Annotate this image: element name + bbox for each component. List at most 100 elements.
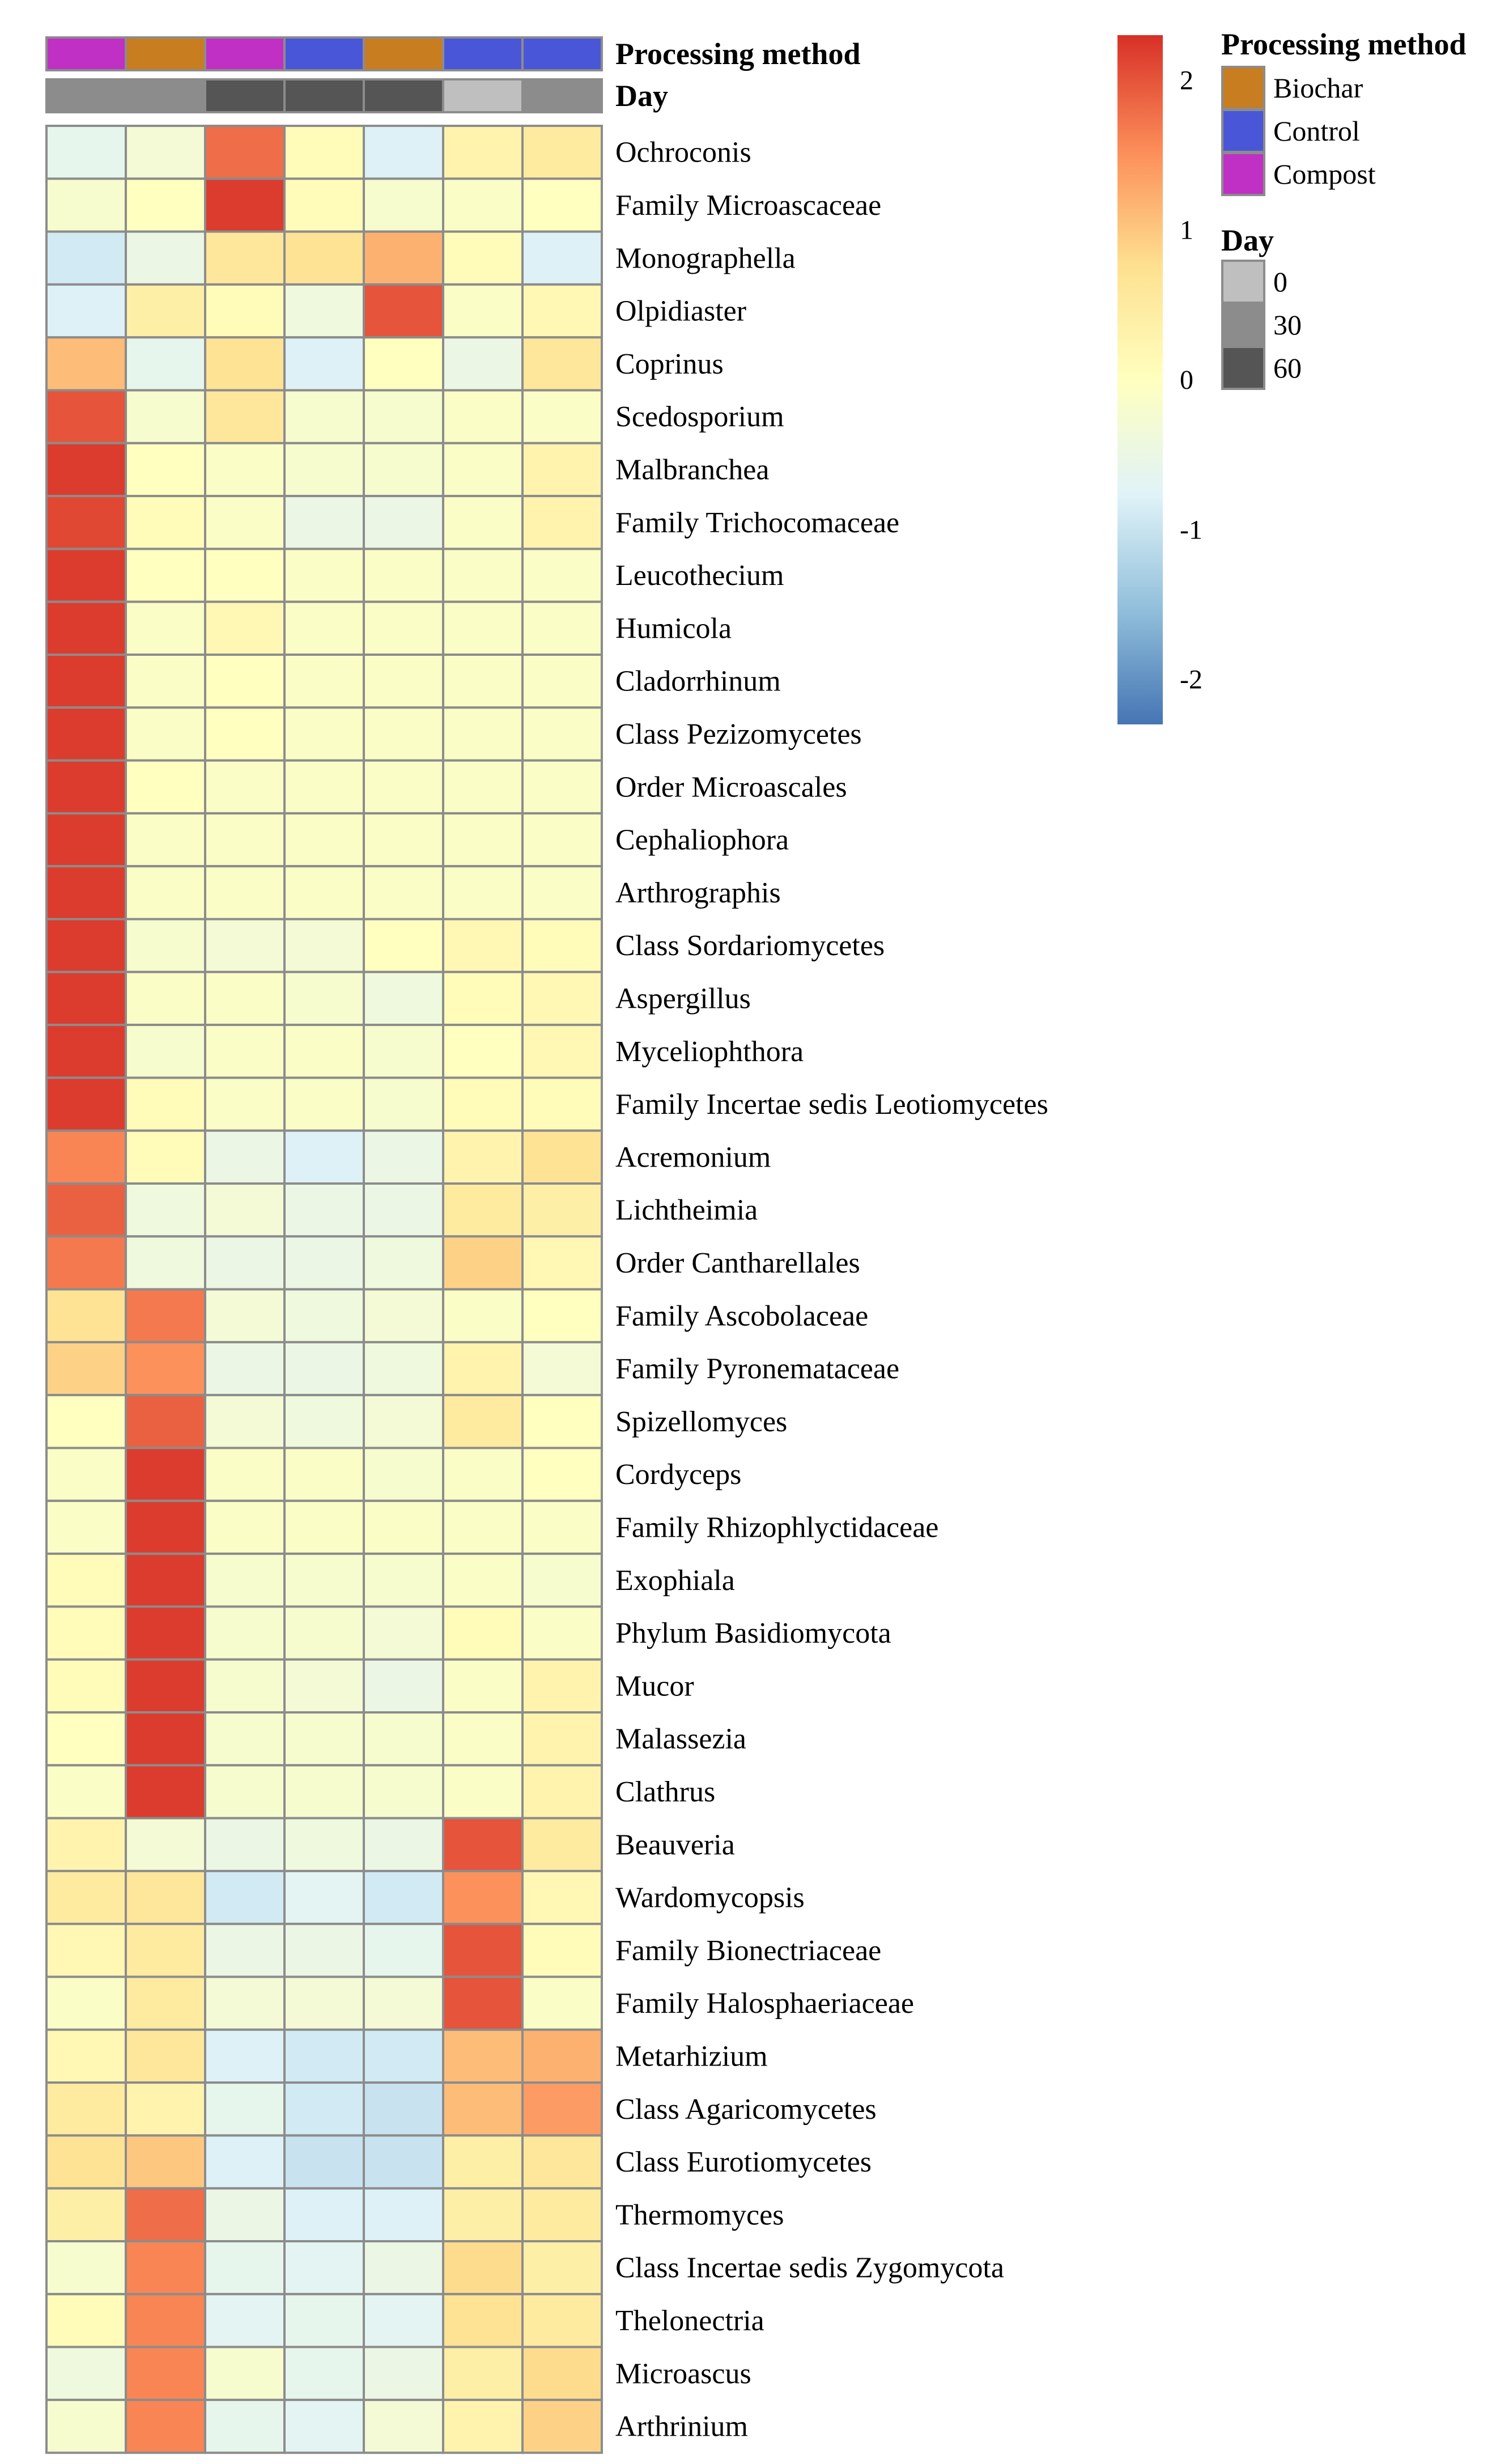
heatmap-cell [45,548,127,603]
heatmap-cell [283,1711,365,1767]
heatmap-cell [363,1499,444,1555]
heatmap-cell [521,1553,603,1608]
heatmap-cell [363,442,444,498]
heatmap-cell [283,1288,365,1343]
heatmap-cell [125,2346,206,2401]
heatmap-cell [204,600,286,656]
heatmap-cell [442,706,524,762]
heatmap-cell [283,1605,365,1661]
heatmap-cell [442,1341,524,1397]
heatmap-cell [283,1129,365,1185]
heatmap-cell [204,389,286,444]
heatmap-cell [204,1975,286,2031]
heatmap-cell [125,1553,206,1608]
day-legend-label: 30 [1273,309,1302,341]
heatmap-cell [442,600,524,656]
heatmap-cell [442,125,524,180]
heatmap-cell [521,283,603,339]
heatmap-cell [442,1394,524,1449]
day-cell [363,78,444,113]
heatmap-cell [283,495,365,550]
processing-method-legend-label: Control [1273,115,1360,147]
heatmap-cell [125,1605,206,1661]
heatmap-cell [283,283,365,339]
heatmap-cell [45,2240,127,2296]
heatmap-cell [521,2134,603,2190]
heatmap-cell [521,600,603,656]
heatmap-cell [125,336,206,392]
heatmap-cell [45,125,127,180]
heatmap-cell [204,2240,286,2296]
heatmap-cell [521,654,603,709]
row-label: Family Halosphaeriaceae [615,1987,914,2020]
heatmap-cell [45,1764,127,1820]
heatmap-cell [125,1341,206,1397]
heatmap-cell [363,283,444,339]
heatmap-cell [442,1869,524,1926]
heatmap-cell [283,970,365,1027]
processing-method-legend: Processing method Biochar Control Compost [1221,27,1466,196]
heatmap-cell [283,1764,365,1820]
heatmap-cell [521,442,603,498]
processing-method-legend-swatch [1221,109,1265,153]
heatmap-cell [283,389,365,444]
processing-method-track-label: Processing method [615,37,860,71]
heatmap-cell [521,1658,603,1714]
heatmap-cell [442,1235,524,1291]
heatmap-cell [204,283,286,339]
heatmap-cell [521,1764,603,1820]
day-cell [45,78,127,113]
heatmap-cell [283,1553,365,1608]
heatmap-cell [442,2134,524,2190]
heatmap-cell [442,2028,524,2084]
heatmap-cell [283,2028,365,2084]
heatmap-cell [125,654,206,709]
heatmap-cell [521,177,603,233]
row-label: Metarhizium [615,2040,768,2072]
heatmap-cell [363,548,444,603]
heatmap-cell [125,495,206,550]
heatmap-cell [363,1553,444,1608]
heatmap-cell [45,1182,127,1238]
heatmap-cell [125,1076,206,1132]
day-track-label: Day [615,79,668,113]
heatmap-cell [204,1658,286,1714]
heatmap-cell [521,2293,603,2348]
heatmap-cell [125,2293,206,2348]
heatmap-cell [45,2134,127,2190]
heatmap-cell [204,970,286,1027]
heatmap-cell [125,1182,206,1238]
row-label: Lichtheimia [615,1194,758,1227]
row-label: Class Incertae sedis Zygomycota [615,2252,1004,2284]
heatmap-cell [363,495,444,550]
heatmap-cell [521,125,603,180]
heatmap-cell [204,1235,286,1291]
heatmap-cell [204,1394,286,1449]
row-label: Coprinus [615,348,724,380]
heatmap-cell [283,230,365,286]
heatmap-cell [442,1129,524,1185]
heatmap-cell [45,1341,127,1397]
heatmap-cell [363,177,444,233]
heatmap-cell [45,1605,127,1661]
day-cell [283,78,365,113]
heatmap-cell [442,495,524,550]
heatmap-cell [283,2346,365,2401]
heatmap-cell [204,125,286,180]
heatmap-cell [521,1182,603,1238]
heatmap-cell [283,1869,365,1926]
heatmap-cell [283,2240,365,2296]
heatmap-cell [442,389,524,444]
heatmap-cell [204,1182,286,1238]
row-label: Order Microascales [615,771,847,803]
heatmap-cell [363,2346,444,2401]
processing-method-cell [363,36,444,71]
heatmap-cell [204,2134,286,2190]
heatmap-cell [283,1499,365,1555]
heatmap-cell [363,1605,444,1661]
heatmap-cell [125,1129,206,1185]
heatmap-cell [442,1024,524,1079]
heatmap-cell [521,1711,603,1767]
heatmap-cell [125,1817,206,1872]
